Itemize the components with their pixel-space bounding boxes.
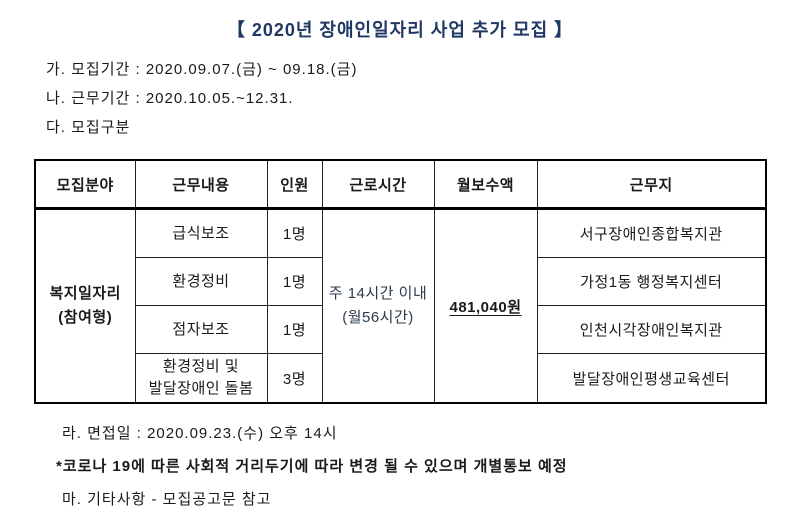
table-row: 환경정비 및 발달장애인 돌봄 3명 발달장애인평생교육센터 bbox=[35, 353, 767, 404]
work-period-line: 나. 근무기간 : 2020.10.05.~12.31. bbox=[46, 90, 294, 107]
recruit-category-line: 다. 모집구분 bbox=[46, 119, 131, 136]
site-cell: 발달장애인평생교육센터 bbox=[536, 353, 767, 404]
interview-date-line: 라. 면접일 : 2020.09.23.(수) 오후 14시 bbox=[62, 425, 338, 442]
table-header-row: 모집분야 근무내용 인원 근로시간 월보수액 근무지 bbox=[34, 159, 767, 210]
site-cell: 인천시각장애인복지관 bbox=[536, 305, 767, 354]
site-cell: 가정1동 행정복지센터 bbox=[536, 257, 767, 306]
job-cell: 환경정비 및 발달장애인 돌봄 bbox=[134, 353, 268, 404]
col-header-work-content: 근무내용 bbox=[134, 159, 268, 210]
table-row: 점자보조 1명 인천시각장애인복지관 bbox=[35, 305, 767, 354]
pay-cell: 481,040원 bbox=[433, 208, 538, 404]
footer-section: 라. 면접일 : 2020.09.23.(수) 오후 14시 *코로나 19에 … bbox=[0, 417, 800, 516]
job-cell: 점자보조 bbox=[134, 305, 268, 354]
col-header-headcount: 인원 bbox=[266, 159, 323, 210]
page-title: 【 2020년 장애인일자리 사업 추가 모집 】 bbox=[226, 20, 574, 40]
job-cell: 환경정비 bbox=[134, 257, 268, 306]
category-cell: 복지일자리 (참여형) bbox=[34, 208, 136, 404]
job-cell: 급식보조 bbox=[134, 208, 268, 258]
count-cell: 1명 bbox=[266, 208, 323, 258]
count-cell: 1명 bbox=[266, 305, 323, 354]
document-page: 【 2020년 장애인일자리 사업 추가 모집 】 가. 모집기간 : 2020… bbox=[0, 20, 800, 508]
covid-note-line: *코로나 19에 따른 사회적 거리두기에 따라 변경 될 수 있으며 개별통보… bbox=[56, 458, 568, 475]
count-cell: 3명 bbox=[266, 353, 323, 404]
col-header-recruit-field: 모집분야 bbox=[34, 159, 136, 210]
table-row: 복지일자리 (참여형) 급식보조 1명 주 14시간 이내 (월56시간) 48… bbox=[34, 208, 767, 404]
site-cell: 서구장애인종합복지관 bbox=[536, 208, 767, 258]
etc-line: 마. 기타사항 - 모집공고문 참고 bbox=[62, 491, 272, 508]
col-header-monthly-pay: 월보수액 bbox=[433, 159, 538, 210]
recruitment-table: 모집분야 근무내용 인원 근로시간 월보수액 근무지 복지일자리 (참여형) 급… bbox=[34, 159, 767, 404]
intro-section: 가. 모집기간 : 2020.09.07.(금) ~ 09.18.(금) 나. … bbox=[0, 55, 800, 142]
hours-cell: 주 14시간 이내 (월56시간) bbox=[321, 208, 435, 404]
col-header-work-hours: 근로시간 bbox=[321, 159, 435, 210]
count-cell: 1명 bbox=[266, 257, 323, 306]
table-row: 환경정비 1명 가정1동 행정복지센터 bbox=[35, 257, 767, 306]
recruit-period-line: 가. 모집기간 : 2020.09.07.(금) ~ 09.18.(금) bbox=[46, 61, 358, 78]
col-header-workplace: 근무지 bbox=[536, 159, 767, 210]
